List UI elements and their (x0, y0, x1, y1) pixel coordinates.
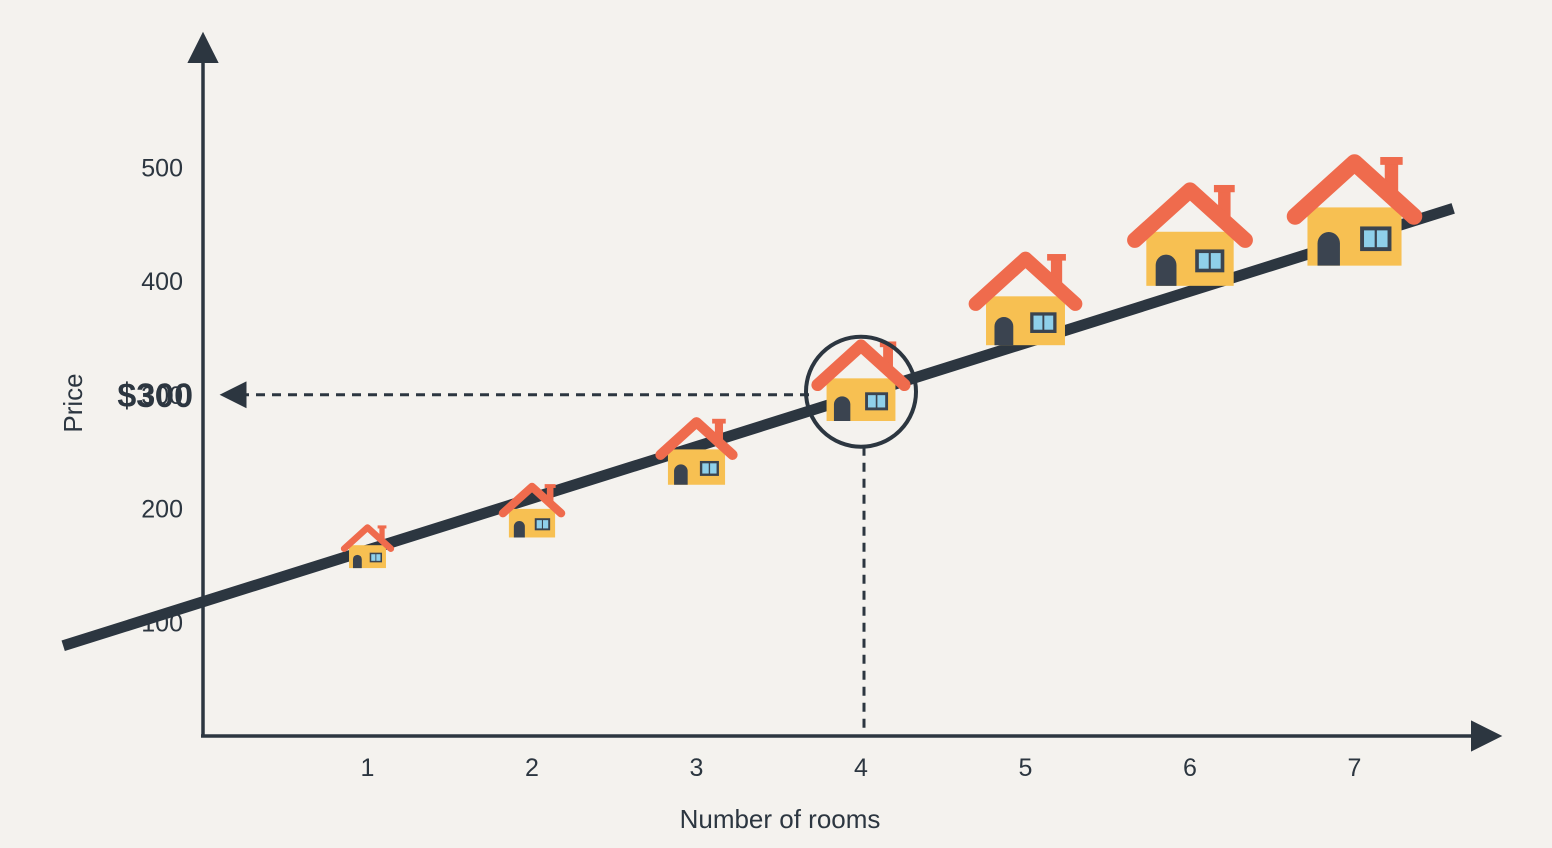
house-icon (340, 524, 395, 569)
x-tick-label: 3 (690, 754, 704, 782)
guides (219, 381, 866, 736)
x-tick-label: 6 (1183, 754, 1197, 782)
x-axis-title: Number of rooms (680, 804, 881, 834)
house-icon (811, 339, 911, 421)
trend-line (61, 203, 1455, 652)
trend (61, 203, 1455, 652)
y-tick-label: 500 (141, 154, 183, 182)
house-icon (968, 251, 1083, 346)
x-tick-label: 1 (361, 754, 375, 782)
x-tick-label: 7 (1348, 754, 1362, 782)
highlight-price-label: $300 (117, 377, 193, 415)
x-tick-label: 2 (525, 754, 539, 782)
y-tick-label: 300 (141, 382, 183, 410)
x-tick-labels: 1 2 3 4 5 6 7 (361, 754, 1362, 782)
house-icon (1286, 154, 1423, 266)
points (340, 154, 1423, 569)
axes (187, 31, 1503, 752)
house-icon (1127, 182, 1253, 286)
highlight-circle (804, 334, 918, 449)
y-axis-title: Price (58, 373, 88, 432)
y-tick-label: 400 (141, 268, 183, 296)
highlight: $300 (117, 334, 918, 449)
house-icon (498, 482, 566, 538)
y-tick-label: 200 (141, 496, 183, 524)
x-tick-label: 5 (1019, 754, 1033, 782)
house-icon (655, 417, 738, 485)
x-tick-label: 4 (854, 754, 868, 782)
